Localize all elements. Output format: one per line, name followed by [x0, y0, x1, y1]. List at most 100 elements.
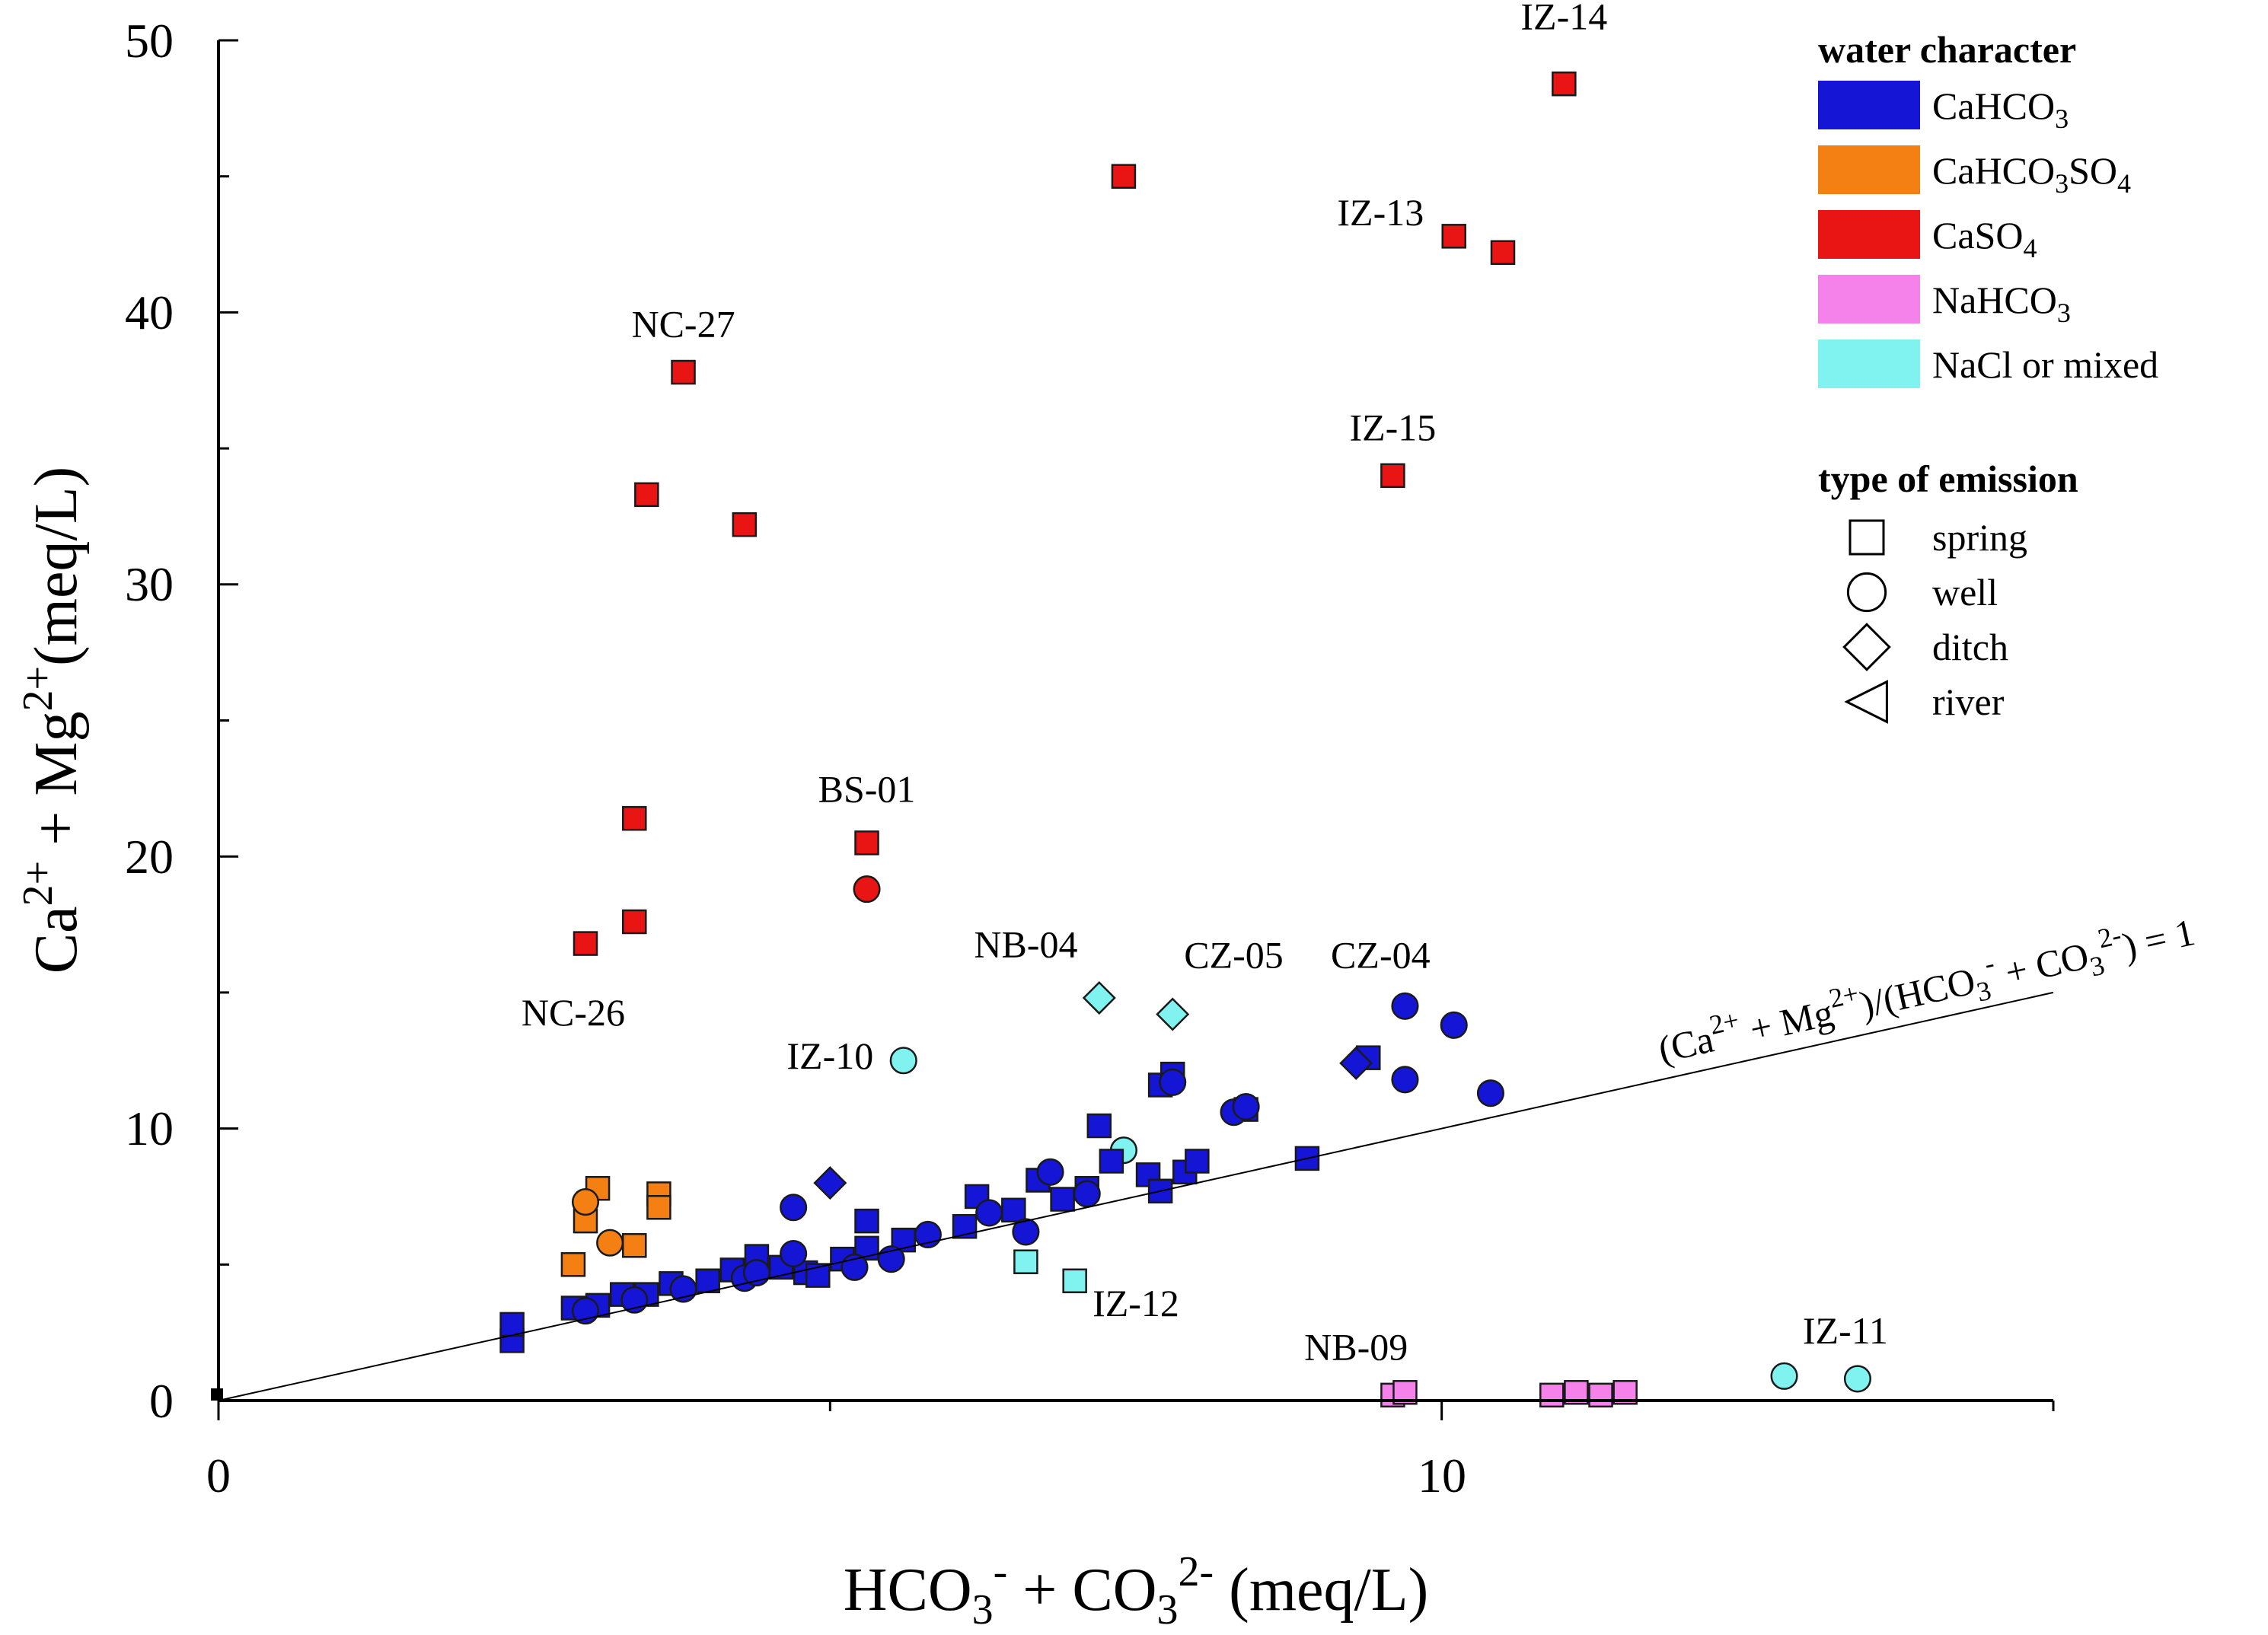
data-point: [1013, 1249, 1038, 1274]
legend-label: river: [1932, 680, 2005, 723]
x-tick-label: 10: [1418, 1449, 1466, 1503]
x-tick-label: 0: [206, 1449, 231, 1503]
ref-line: [218, 991, 2054, 1401]
legend-shape: [1846, 572, 1887, 613]
legend-label: CaSO4: [1932, 214, 2037, 263]
x-axis-title: HCO3- + CO32- (meq/L): [844, 1548, 1429, 1633]
point-label: NC-26: [522, 991, 625, 1034]
ticks: [217, 39, 2055, 1420]
data-point: [1843, 1365, 1871, 1393]
point-label: IZ-14: [1520, 0, 1607, 38]
data-point: [889, 1047, 917, 1075]
data-point: [499, 1312, 525, 1337]
legend-label: CaHCO3SO4: [1932, 149, 2131, 199]
legend-water-items: CaHCO3 CaHCO3SO4 CaSO4 NaHCO3 NaCl or mixed: [1818, 81, 2158, 388]
legend-title-water: water character: [1818, 28, 2076, 71]
legend-shape: [1842, 623, 1891, 671]
data-point: [695, 1268, 720, 1293]
data-point: [1476, 1079, 1504, 1108]
data-point: [634, 482, 659, 508]
legend-label: ditch: [1932, 626, 2008, 668]
data-point: [1770, 1362, 1798, 1390]
data-point: [1490, 240, 1516, 266]
data-point: [560, 1252, 586, 1277]
data-point: [732, 512, 758, 537]
point-label: IZ-10: [786, 1034, 873, 1077]
data-point: [571, 1188, 600, 1216]
legend-label: well: [1932, 571, 1998, 614]
data-point: [1099, 1149, 1124, 1174]
data-point: [1232, 1092, 1260, 1121]
data-point: [1339, 1046, 1373, 1080]
axes: [217, 40, 2054, 1402]
y-tick-label: 50: [125, 14, 174, 68]
point-annotations: IZ-14 IZ-13 IZ-15 NC-27 BS-01 NC-26 NB-04 CZ-05…: [522, 0, 1888, 1368]
data-point: [622, 1233, 647, 1258]
data-point: [813, 1166, 847, 1200]
data-point: [1185, 1149, 1210, 1174]
y-tick-label: 30: [125, 557, 174, 611]
data-point: [914, 1220, 942, 1249]
legend-label: CaHCO3: [1932, 84, 2069, 134]
data-point: [1012, 1218, 1040, 1246]
legend-emission-items: spring well ditch river: [1842, 516, 2027, 724]
point-label: BS-01: [818, 768, 916, 811]
data-point: [1588, 1382, 1613, 1408]
data-point: [622, 909, 647, 935]
y-tick-label: 40: [125, 285, 174, 339]
reference-line-label: (Ca2+ + Mg2+)/(HCO3- + CO32-) = 1: [1653, 904, 2200, 1078]
data-marks: [211, 71, 1871, 1408]
data-point: [1062, 1268, 1087, 1293]
legend-swatch: [1818, 339, 1920, 388]
legend-title-emission: type of emission: [1818, 457, 2078, 500]
data-point: [1552, 71, 1577, 97]
data-point: [571, 1297, 600, 1325]
data-point: [854, 830, 879, 856]
data-point: [1391, 1066, 1419, 1094]
y-tick-label: 20: [125, 830, 174, 884]
data-point: [1082, 981, 1116, 1015]
point-label: IZ-13: [1337, 191, 1424, 234]
data-point: [1001, 1197, 1026, 1223]
data-point: [1050, 1187, 1075, 1212]
legend-shape: [1849, 519, 1885, 556]
legend-swatch: [1818, 145, 1920, 194]
point-label: CZ-04: [1331, 934, 1431, 977]
point-label: CZ-05: [1184, 934, 1284, 977]
data-point: [1111, 164, 1137, 189]
data-point: [573, 931, 598, 956]
data-point: [1440, 1011, 1468, 1039]
data-point: [646, 1194, 671, 1220]
data-point: [1539, 1382, 1565, 1408]
y-tick-label: 0: [149, 1374, 174, 1428]
data-point: [1391, 992, 1419, 1020]
legend-swatch: [1818, 210, 1920, 259]
data-point: [742, 1258, 770, 1287]
point-label: NB-09: [1304, 1325, 1408, 1368]
legend-label: NaCl or mixed: [1932, 343, 2158, 386]
data-point: [1156, 997, 1190, 1031]
data-point: [1441, 224, 1466, 249]
legend-label: spring: [1932, 516, 2027, 559]
data-point: [1036, 1158, 1064, 1186]
legend-swatch: [1818, 81, 1920, 129]
point-label: NB-04: [974, 923, 1077, 965]
point-label: IZ-11: [1803, 1309, 1888, 1352]
data-point: [780, 1194, 808, 1222]
y-tick-label: 10: [125, 1101, 174, 1155]
legend-shape: [1844, 680, 1888, 724]
point-label: IZ-15: [1349, 406, 1436, 448]
data-point: [1073, 1180, 1101, 1208]
data-point: [1086, 1113, 1112, 1139]
data-point: [1159, 1068, 1187, 1096]
data-point: [669, 1275, 697, 1303]
legend: water character CaHCO3 CaHCO3SO4 CaSO4 NaHC…: [1818, 28, 2158, 724]
data-point: [596, 1229, 624, 1257]
legend-swatch: [1818, 275, 1920, 323]
data-point: [622, 805, 647, 831]
data-point: [841, 1253, 869, 1281]
point-label: NC-27: [631, 303, 735, 346]
data-point: [853, 875, 881, 904]
data-point: [1380, 463, 1405, 489]
